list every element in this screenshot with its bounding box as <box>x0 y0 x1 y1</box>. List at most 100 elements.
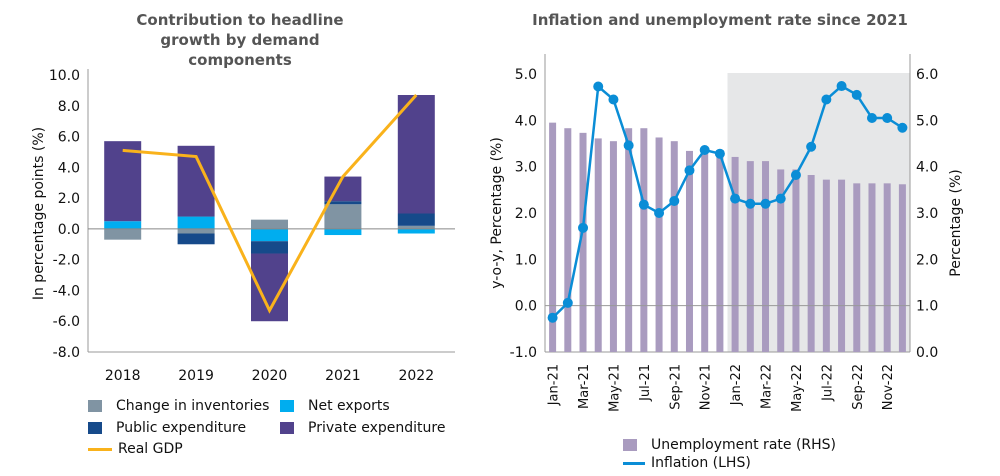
inflation-point <box>882 113 893 124</box>
bar-segment-net-exports <box>251 228 288 242</box>
unemployment-bar <box>822 179 830 352</box>
right-y-tick-label: 1.0 <box>916 299 938 315</box>
inflation-point <box>547 312 558 323</box>
unemployment-bar <box>792 169 800 352</box>
right-y-tick-label: 3.0 <box>916 206 938 222</box>
unemployment-bar <box>685 150 693 352</box>
legend-item-inflation: Inflation (LHS) <box>623 455 751 471</box>
unemployment-bar <box>731 156 739 352</box>
unemployment-bar <box>670 141 678 352</box>
legend-swatch <box>280 422 294 434</box>
left-y-tick-label: 2.0 <box>515 206 537 222</box>
right-y-tick-label: 4.0 <box>916 160 938 176</box>
x-tick-label: 2020 <box>252 368 288 384</box>
inflation-point <box>790 170 801 181</box>
unemployment-bar <box>640 128 648 352</box>
bar-segment-change-in-inventories <box>324 204 362 229</box>
inflation-point <box>669 195 680 206</box>
x-tick-label: Nov-22 <box>881 364 896 410</box>
inflation-point <box>851 89 862 100</box>
inflation-point <box>578 222 589 233</box>
legend-label: Inflation (LHS) <box>651 455 751 471</box>
inflation-point <box>821 94 832 105</box>
x-tick-label: Jul-22 <box>820 364 835 402</box>
right-y-axis-label: Percentage (%) <box>948 169 964 276</box>
unemployment-bar <box>883 183 891 352</box>
x-tick-label: Mar-21 <box>577 364 592 409</box>
unemployment-bar <box>777 169 785 352</box>
unemployment-bar <box>701 152 709 352</box>
inflation-point <box>806 141 817 152</box>
bar-segment-public-expenditure <box>397 213 435 226</box>
inflation-point <box>866 113 877 124</box>
real-gdp-line <box>122 94 418 314</box>
y-tick-label: -6.0 <box>53 314 80 330</box>
legend-label: Public expenditure <box>116 420 247 436</box>
y-tick-label: 8.0 <box>58 99 80 115</box>
bar-segment-change-in-inventories <box>177 228 215 234</box>
y-tick-label: 6.0 <box>58 130 80 146</box>
legend-label: Private expenditure <box>308 420 446 436</box>
legend-swatch <box>88 400 102 412</box>
unemployment-bar <box>609 141 617 352</box>
left-y-tick-label: 1.0 <box>515 252 537 268</box>
unemployment-bar <box>868 183 876 352</box>
inflation-point <box>760 198 771 209</box>
x-tick-label: May-21 <box>607 364 622 412</box>
x-tick-label: May-22 <box>790 364 805 412</box>
legend-line <box>623 461 645 465</box>
x-tick-label: Sep-21 <box>668 364 683 410</box>
unemployment-bar <box>625 128 633 352</box>
legend-item-inventories: Change in inventories <box>88 398 269 414</box>
legend-item-public: Public expenditure <box>88 420 246 436</box>
x-tick-label: Jul-21 <box>638 364 653 402</box>
x-tick-label: Mar-22 <box>760 364 775 409</box>
y-axis-label: In percentage points (%) <box>31 127 47 300</box>
shaded-region <box>727 73 910 352</box>
left-y-axis-label: y-o-y, Percentage (%) <box>489 137 505 289</box>
x-tick-label: Jan-22 <box>729 364 744 406</box>
bar-segment-change-in-inventories <box>397 225 435 229</box>
left-y-tick-label: -1.0 <box>510 345 537 361</box>
legend-label: Net exports <box>308 398 390 414</box>
x-tick-label: Sep-22 <box>851 364 866 410</box>
legend-item-private: Private expenditure <box>280 420 445 436</box>
x-tick-label: 2022 <box>398 368 434 384</box>
y-tick-label: 10.0 <box>49 68 80 84</box>
bar-segment-net-exports <box>397 228 435 234</box>
bar-segment-public-expenditure <box>251 241 288 254</box>
inflation-point <box>745 198 756 209</box>
unemployment-bar <box>762 161 770 352</box>
legend-swatch <box>623 439 637 451</box>
right-y-tick-label: 6.0 <box>916 67 938 83</box>
bar-segment-change-in-inventories <box>251 219 288 229</box>
unemployment-bar <box>549 122 557 353</box>
y-tick-label: 2.0 <box>58 191 80 207</box>
y-tick-label: -4.0 <box>53 283 80 299</box>
legend-swatch <box>280 400 294 412</box>
unemployment-bar <box>746 161 754 352</box>
inflation-point <box>593 81 604 92</box>
bar-segment-change-in-inventories <box>104 228 142 240</box>
legend-label: Real GDP <box>118 441 183 457</box>
right-y-tick-label: 0.0 <box>916 345 938 361</box>
left-chart-title: Contribution to headline growth by deman… <box>136 11 344 69</box>
inflation-point <box>562 297 573 308</box>
inflation-point <box>836 81 847 92</box>
legend-swatch <box>88 422 102 434</box>
unemployment-bar <box>564 128 572 352</box>
x-tick-label: 2018 <box>105 368 141 384</box>
bar-segment-private-expenditure <box>104 141 142 222</box>
unemployment-bar <box>594 138 602 352</box>
legend-item-real-gdp: Real GDP <box>88 441 183 457</box>
bar-segment-net-exports <box>177 216 215 229</box>
unemployment-bar <box>898 184 906 352</box>
inflation-point <box>730 193 741 204</box>
inflation-point <box>684 165 695 176</box>
x-tick-label: Nov-21 <box>699 364 714 410</box>
right-chart-title: Inflation and unemployment rate since 20… <box>532 11 908 29</box>
y-tick-label: -2.0 <box>53 253 80 269</box>
inflation-point <box>699 144 710 155</box>
inflation-point <box>714 148 725 159</box>
